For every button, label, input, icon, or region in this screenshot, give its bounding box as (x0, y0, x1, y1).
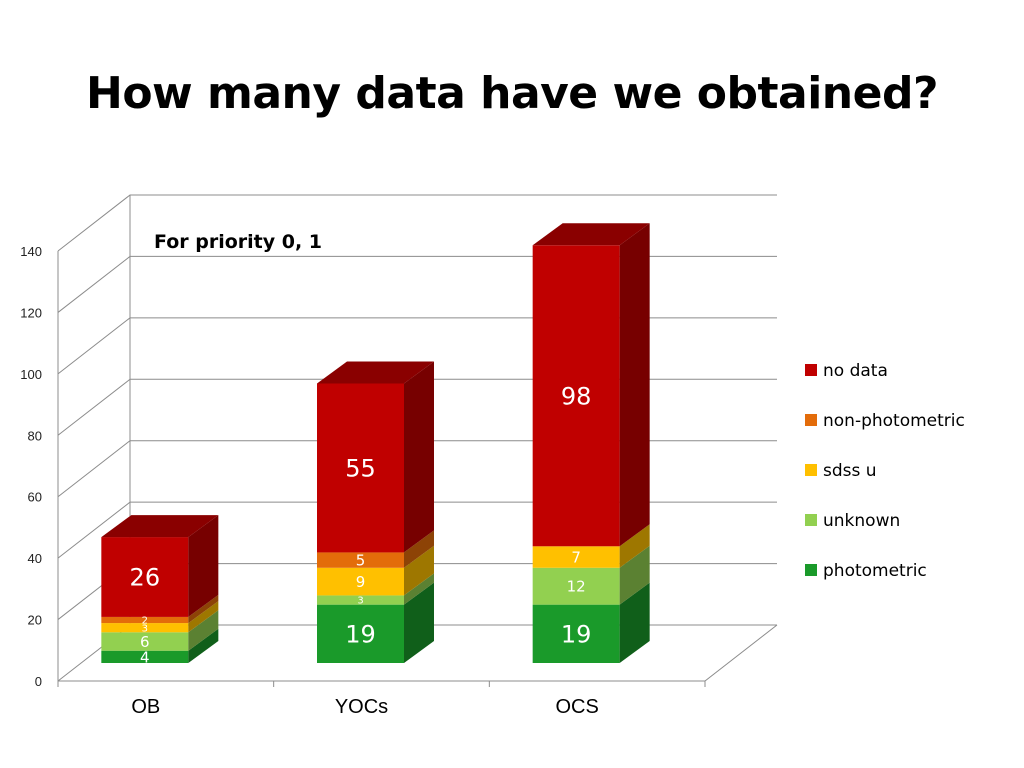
bar-segment-side (188, 628, 219, 663)
data-label: 2 (142, 616, 148, 627)
y-tick-label: 40 (28, 551, 42, 566)
legend-swatch (805, 414, 817, 426)
bar-segment (532, 245, 620, 547)
bar-top (101, 515, 219, 538)
data-label: 4 (140, 648, 150, 666)
data-label: 3 (142, 623, 148, 634)
legend-swatch (805, 364, 817, 376)
legend-label: non-photometric (823, 411, 965, 431)
data-label: 26 (130, 564, 161, 592)
data-label: 9 (356, 573, 366, 591)
gridline (57, 255, 777, 313)
bar-segment (101, 537, 189, 617)
bar-segment-side (188, 515, 219, 617)
bar-segment (101, 616, 189, 624)
bar-segment-side (188, 610, 219, 651)
bar-top (317, 361, 434, 384)
data-label: 6 (140, 633, 150, 651)
y-tick-label: 100 (20, 367, 42, 382)
legend-swatch (805, 564, 817, 576)
chart-title: For priority 0, 1 (154, 231, 322, 253)
bar-segment (101, 650, 189, 663)
legend-label: unknown (823, 511, 900, 531)
data-label: 3 (357, 596, 363, 607)
bar-segment (317, 552, 404, 568)
data-label: 55 (345, 455, 376, 483)
bar-segment (317, 567, 404, 596)
chart-axes: 0 20 40 60 80 100 120 140 OB YOCs OCS (20, 244, 706, 718)
y-tick-label: 20 (28, 613, 42, 628)
bar-segment-side (619, 582, 650, 663)
data-label: 12 (567, 578, 586, 596)
y-tick-label: 0 (35, 674, 42, 689)
bar-segment-side (188, 594, 219, 624)
bar-segment-side (404, 582, 434, 663)
x-tick-label: OB (131, 696, 160, 718)
x-tick-label: OCS (555, 696, 598, 718)
legend-swatch (805, 514, 817, 526)
slide-title: How many data have we obtained? (86, 68, 939, 119)
bar-segment (532, 567, 620, 605)
bar-segment-side (188, 601, 219, 633)
bar-top (532, 223, 650, 246)
data-label: 5 (356, 552, 366, 570)
bar-segment (101, 632, 189, 651)
data-label: 98 (561, 382, 592, 410)
bar-segment (317, 383, 404, 553)
legend-label: photometric (823, 561, 927, 581)
chart-legend: no data non-photometric sdss u unknown photo… (805, 361, 965, 581)
chart-bars (101, 223, 650, 663)
bar-segment (101, 623, 189, 633)
data-label: 19 (561, 620, 592, 648)
bar-segment (532, 604, 620, 663)
bar-segment-side (619, 223, 650, 547)
y-tick-label: 80 (28, 428, 42, 443)
bar-segment-side (404, 361, 434, 553)
bar-segment-side (404, 573, 434, 605)
y-tick-label: 60 (28, 490, 42, 505)
legend-label: sdss u (823, 461, 877, 481)
bar-segment (317, 604, 404, 663)
bar-segment (532, 546, 620, 568)
x-tick-label: YOCs (335, 696, 388, 718)
bar-segment-side (619, 545, 650, 605)
bar-segment-side (404, 530, 434, 568)
data-label: 19 (345, 620, 376, 648)
bar-segment (317, 595, 404, 605)
legend-label: no data (823, 361, 888, 381)
legend-swatch (805, 464, 817, 476)
y-tick-label: 140 (20, 244, 42, 259)
bar-segment-side (619, 524, 650, 568)
y-tick-label: 120 (20, 305, 42, 320)
bar-segment-side (404, 545, 434, 596)
data-label: 7 (571, 548, 581, 566)
